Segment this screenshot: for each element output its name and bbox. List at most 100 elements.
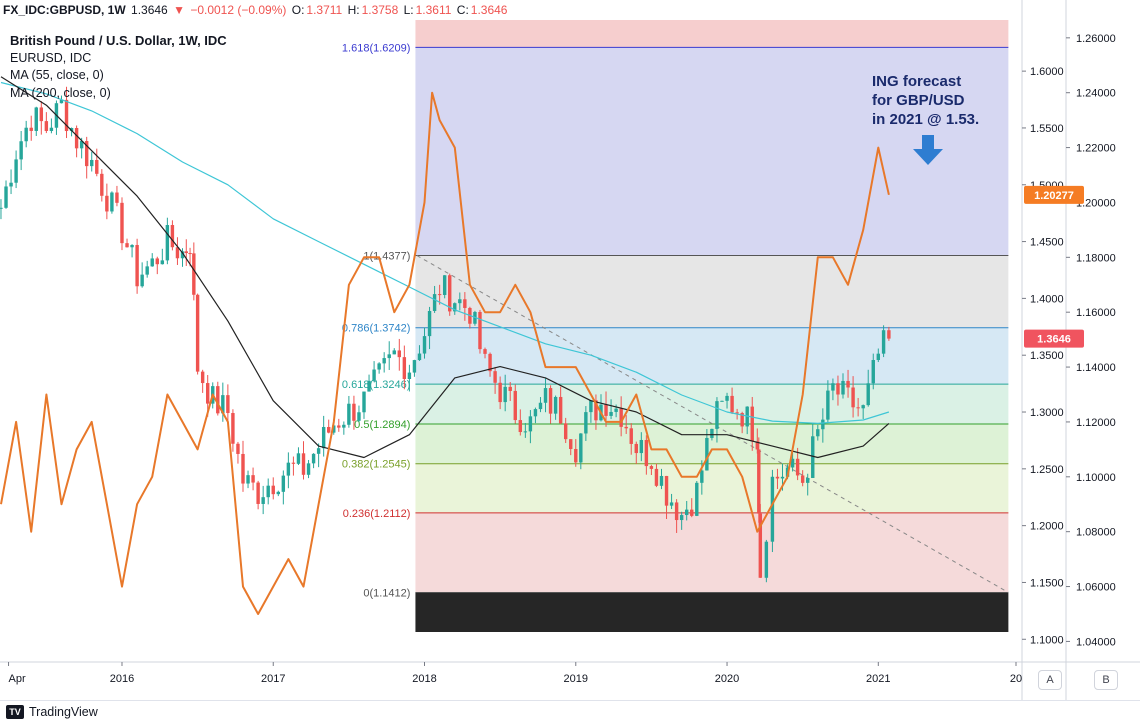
candle-body xyxy=(453,303,457,312)
fib-zone xyxy=(415,20,1009,48)
candle-body xyxy=(105,195,109,212)
candle-body xyxy=(130,244,134,248)
candle-body xyxy=(770,476,775,542)
fib-level-label: 0(1.1412) xyxy=(363,587,410,599)
candle-body xyxy=(4,186,8,208)
candle-body xyxy=(654,468,659,486)
candle-body xyxy=(184,251,188,254)
right-axis-label: 1.08000 xyxy=(1076,527,1116,539)
ma55-line xyxy=(0,76,890,459)
candle-body xyxy=(140,274,144,287)
fib-zone xyxy=(415,47,1009,256)
candle-body xyxy=(180,251,185,259)
candle-body xyxy=(584,412,588,434)
candle-body xyxy=(256,482,260,504)
symbol-header: FX_IDC:GBPUSD, 1W 1.3646 ▼ −0.0012 (−0.0… xyxy=(0,0,509,20)
candle-body xyxy=(574,448,578,463)
candle-body xyxy=(764,541,769,578)
candle-body xyxy=(775,476,780,479)
right-axis-label: 1.04000 xyxy=(1076,636,1116,648)
candle-body xyxy=(644,439,649,467)
candle-body xyxy=(261,497,265,504)
candle-body xyxy=(372,369,376,381)
forecast-annotation-line: ING forecast xyxy=(872,73,961,90)
high-label: H: xyxy=(347,3,360,17)
candle-body xyxy=(720,400,724,402)
candle-body xyxy=(417,353,422,361)
candle-body xyxy=(200,371,205,384)
left-axis-button[interactable]: A xyxy=(1038,670,1062,690)
candle-body xyxy=(609,411,613,416)
candle-body xyxy=(19,141,23,160)
candle-body xyxy=(503,386,507,403)
tradingview-logo[interactable]: TV TradingView xyxy=(6,705,98,719)
legend-ma55[interactable]: MA (55, close, 0) xyxy=(10,68,104,82)
low-value: 1.3611 xyxy=(415,3,452,17)
legend-main-series[interactable]: British Pound / U.S. Dollar, 1W, IDC xyxy=(10,33,227,48)
candle-body xyxy=(321,426,326,449)
candle-body xyxy=(715,401,719,429)
candle-body xyxy=(135,244,139,287)
candle-body xyxy=(281,475,286,492)
candle-body xyxy=(422,336,427,354)
left-axis-label: 1.1500 xyxy=(1030,577,1064,589)
candle-body xyxy=(306,463,311,475)
candle-body xyxy=(856,407,860,409)
candle-body xyxy=(387,354,391,359)
chart-footer: TV TradingView xyxy=(0,700,1140,726)
candle-body xyxy=(49,127,54,131)
fib-level-label: 0.5(1.2894) xyxy=(354,419,410,431)
candle-body xyxy=(120,202,124,244)
candle-body xyxy=(14,159,18,183)
candle-body xyxy=(730,395,734,413)
candle-body xyxy=(231,413,235,444)
candle-body xyxy=(508,386,512,391)
candle-body xyxy=(589,400,593,413)
high-value: 1.3758 xyxy=(361,3,399,17)
right-axis-label: 1.12000 xyxy=(1076,417,1116,429)
candle-body xyxy=(579,433,583,463)
legend-eurusd[interactable]: EURUSD, IDC xyxy=(10,50,92,65)
candle-body xyxy=(296,453,301,464)
candle-body xyxy=(110,192,114,212)
candle-body xyxy=(100,173,104,196)
candle-body xyxy=(705,437,709,471)
candle-body xyxy=(664,475,669,506)
candle-body xyxy=(478,311,482,350)
right-axis-label: 1.16000 xyxy=(1076,307,1116,319)
open-label: O: xyxy=(291,3,305,17)
symbol-title[interactable]: FX_IDC:GBPUSD, 1W xyxy=(3,3,126,17)
fib-level-label: 0.786(1.3742) xyxy=(342,323,411,335)
last-price: 1.3646 xyxy=(131,3,168,17)
candle-body xyxy=(34,107,38,131)
down-arrow-icon xyxy=(913,135,943,165)
candle-body xyxy=(266,485,270,498)
candle-body xyxy=(881,330,886,354)
right-axis-label: 1.18000 xyxy=(1076,252,1116,264)
candle-body xyxy=(432,294,437,311)
fib-level-label: 1(1.4377) xyxy=(363,251,410,263)
candle-body xyxy=(150,258,154,267)
candle-body xyxy=(513,390,517,421)
right-axis-button[interactable]: B xyxy=(1094,670,1118,690)
candle-body xyxy=(221,395,225,414)
fib-level-label: 0.382(1.2545) xyxy=(342,459,411,471)
chart-canvas[interactable]: 1.618(1.6209) 1(1.4377) 0.786(1.3742) 0.618… xyxy=(0,0,1140,700)
candle-body xyxy=(316,448,321,454)
candle-body xyxy=(311,453,316,464)
candle-body xyxy=(614,408,618,412)
candle-body xyxy=(251,475,255,483)
time-axis-label: 2018 xyxy=(412,673,436,685)
right-axis-label: 1.06000 xyxy=(1076,582,1116,594)
candle-body xyxy=(155,258,159,265)
candle-body xyxy=(205,383,210,404)
time-axis-label: 2021 xyxy=(866,673,890,685)
candle-body xyxy=(674,502,679,521)
eurusd-price-badge-bg xyxy=(1024,185,1084,204)
candle-body xyxy=(79,141,84,149)
left-axis-label: 1.4500 xyxy=(1030,237,1064,249)
legend-ma200[interactable]: MA (200, close, 0) xyxy=(10,85,111,100)
forecast-annotation-line: in 2021 @ 1.53. xyxy=(872,111,979,128)
candle-body xyxy=(851,387,855,408)
